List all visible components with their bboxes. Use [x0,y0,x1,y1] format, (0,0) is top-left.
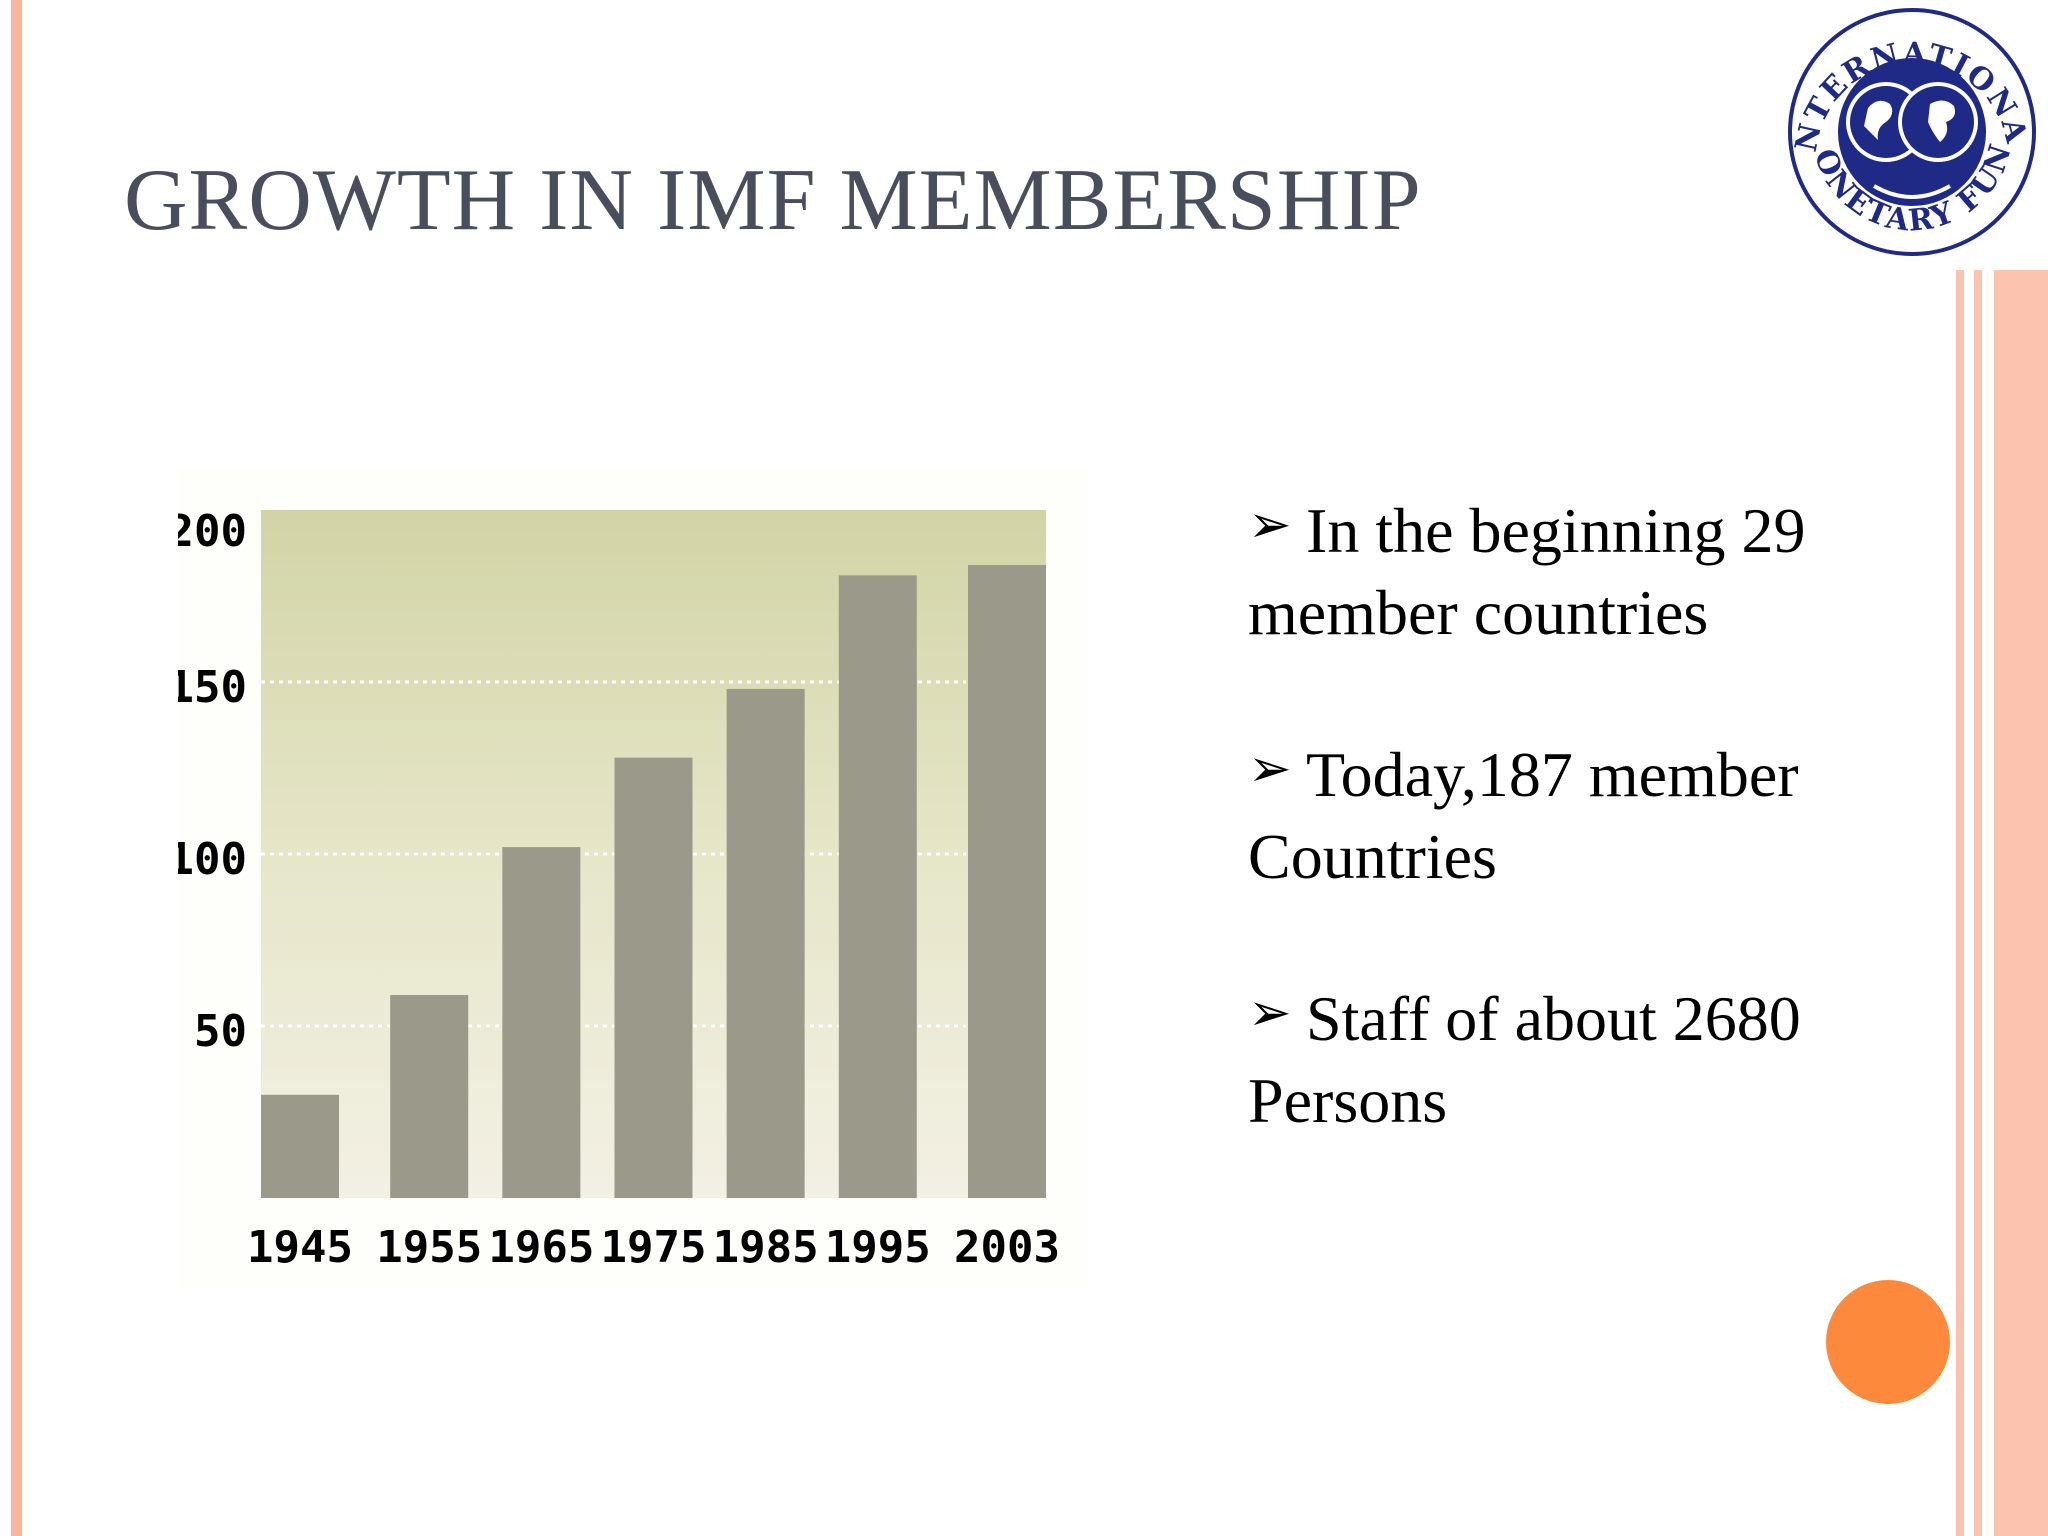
y-tick-label: 200 [178,506,247,557]
x-tick-label: 1965 [488,1222,594,1273]
membership-bar-chart: 50 100 150 200 1945 1955 1965 1975 1985 1995 2003 [178,506,1060,1273]
bullet-list: ➢ In the beginning 29 member countries ➢ T… [1248,490,1968,1222]
left-border-stripe [11,0,22,1536]
arrow-bullet-icon: ➢ [1248,495,1292,555]
right-border-stripes [1956,270,2048,1536]
y-tick-label: 100 [178,834,247,885]
x-tick-label: 1985 [713,1222,819,1273]
y-tick-label: 50 [194,1006,247,1057]
chart-panel: 50 100 150 200 1945 1955 1965 1975 1985 1995 2003 [178,468,1088,1288]
imf-seal-icon: INTERNATIONAL MONETARY FUND [1784,0,2036,256]
x-tick-label: 1945 [247,1222,353,1273]
accent-circle [1826,1280,1950,1404]
arrow-bullet-icon: ➢ [1248,983,1292,1043]
bullet-text: In the beginning 29 member countries [1248,495,1806,648]
bullet-text: Staff of about 2680 Persons [1248,983,1801,1136]
slide-title: GROWTH IN IMF MEMBERSHIP [124,152,1422,249]
bar-1955 [390,995,469,1198]
bar-2003 [968,565,1046,1198]
x-tick-label: 1955 [376,1222,482,1273]
bullet-item: ➢ Today,187 member Countries [1248,734,1968,898]
arrow-bullet-icon: ➢ [1248,739,1292,799]
bullet-text: Today,187 member Countries [1248,739,1799,892]
bullet-item: ➢ In the beginning 29 member countries [1248,490,1968,654]
bar-1965 [502,847,581,1198]
x-tick-label: 2003 [954,1222,1060,1273]
bar-1975 [614,757,693,1198]
bar-1945 [261,1094,339,1198]
x-tick-label: 1995 [825,1222,931,1273]
bar-1995 [838,575,917,1198]
bullet-item: ➢ Staff of about 2680 Persons [1248,978,1968,1142]
x-tick-label: 1975 [601,1222,707,1273]
y-tick-label: 150 [178,662,247,713]
bar-1985 [726,688,805,1198]
